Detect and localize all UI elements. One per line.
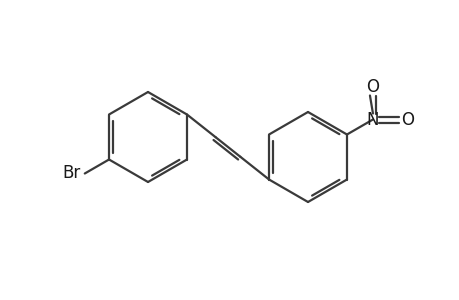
Text: Br: Br: [62, 164, 81, 182]
Text: O: O: [401, 110, 414, 128]
Text: O: O: [366, 77, 379, 95]
Text: N: N: [366, 110, 378, 128]
